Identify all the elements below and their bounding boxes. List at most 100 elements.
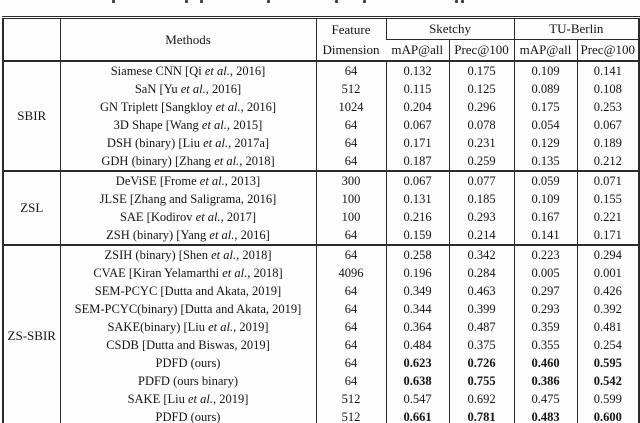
tu-berlin-prec-cell: 0.481 — [576, 318, 640, 336]
results-table: Methods Feature Dimension Sketchy TU-Ber… — [2, 16, 640, 423]
tu-berlin-prec-cell: 0.108 — [576, 80, 640, 98]
method-cell: GDH (binary) [Zhang et al., 2018] — [59, 152, 316, 171]
sketchy-prec-cell: 0.259 — [448, 152, 515, 171]
table-row: PDFD (ours) 512 0.661 0.781 0.483 0.600 — [3, 408, 640, 423]
table-row: SAKE [Liu et al., 2019] 512 0.547 0.692 0.47… — [3, 390, 640, 408]
sketchy-prec-cell: 0.342 — [448, 244, 515, 264]
feature-dimension-cell: 64 — [315, 116, 386, 134]
tu-berlin-map-cell: 0.475 — [513, 390, 578, 408]
tu-berlin-prec-cell: 0.600 — [576, 408, 640, 423]
table-row: PDFD (ours binary) 64 0.638 0.755 0.386 0.542 — [3, 372, 640, 390]
tu-berlin-map-cell: 0.054 — [513, 116, 578, 134]
table-row: SAE [Kodirov et al., 2017] 100 0.216 0.293 0… — [3, 208, 640, 226]
method-cell: PDFD (ours) — [59, 408, 316, 423]
method-cell: CVAE [Kiran Yelamarthi et al., 2018] — [59, 264, 316, 282]
sketchy-prec-cell: 0.726 — [448, 354, 515, 372]
feature-dimension-cell: 64 — [315, 336, 386, 354]
table-row: ZS-SBIR ZSIH (binary) [Shen et al., 2018]… — [3, 244, 640, 423]
method-cell: SAKE(binary) [Liu et al., 2019] — [59, 318, 316, 336]
feature-dimension-cell: 64 — [315, 61, 386, 80]
table-row: ZSH (binary) [Yang et al., 2016] 64 0.159 0… — [3, 226, 640, 245]
feature-dimension-cell: 64 — [315, 354, 386, 372]
feature-dimension-cell: 64 — [315, 372, 386, 390]
tu-berlin-map-cell: 0.109 — [513, 190, 578, 208]
method-cell: 3D Shape [Wang et al., 2015] — [59, 116, 316, 134]
sketchy-prec-cell: 0.781 — [448, 408, 515, 423]
tu-berlin-prec-cell: 0.212 — [576, 152, 640, 171]
sketchy-prec-cell: 0.487 — [448, 318, 515, 336]
table-row: SBIR Siamese CNN [Qi et al., 2016] 64 0.132… — [3, 61, 640, 123]
method-cell: JLSE [Zhang and Saligrama, 2016] — [59, 190, 316, 208]
feature-dimension-cell: 512 — [315, 408, 386, 423]
sketchy-map-cell: 0.349 — [385, 282, 449, 300]
tu-berlin-prec-cell: 0.426 — [576, 282, 640, 300]
method-cell: DSH (binary) [Liu et al., 2017a] — [59, 134, 316, 152]
sketchy-prec-cell: 0.463 — [448, 282, 515, 300]
sketchy-prec-cell: 0.399 — [448, 300, 515, 318]
sketchy-map-cell: 0.159 — [385, 226, 449, 245]
method-cell: PDFD (ours binary) — [59, 372, 316, 390]
sketchy-map-cell: 0.067 — [385, 170, 449, 190]
method-cell: SEM-PCYC(binary) [Dutta and Akata, 2019] — [59, 300, 316, 318]
tu-berlin-map-cell: 0.129 — [513, 134, 578, 152]
sketchy-map-cell: 0.131 — [385, 190, 449, 208]
feature-dimension-cell: 64 — [315, 134, 386, 152]
table-row: JLSE [Zhang and Saligrama, 2016] 100 0.131… — [3, 190, 640, 208]
cropped-caption-remnant — [0, 0, 640, 4]
feature-header-line2: Dimension — [322, 41, 380, 57]
sketchy-map-cell: 0.344 — [385, 300, 449, 318]
table-row: SAKE(binary) [Liu et al., 2019] 64 0.364 0.… — [3, 318, 640, 336]
tu-berlin-map-cell: 0.059 — [513, 170, 578, 190]
method-cell: SaN [Yu et al., 2016] — [59, 80, 316, 98]
tu-berlin-prec-cell: 0.071 — [576, 170, 640, 190]
sketchy-map-cell: 0.547 — [385, 390, 449, 408]
sketchy-map-cell: 0.204 — [385, 98, 449, 116]
sketchy-map-cell: 0.638 — [385, 372, 449, 390]
tu-berlin-prec-cell: 0.067 — [576, 116, 640, 134]
tu-berlin-map-cell: 0.141 — [513, 226, 578, 245]
feature-dimension-cell: 64 — [315, 282, 386, 300]
tu-berlin-map-cell: 0.483 — [513, 408, 578, 423]
table-row: PDFD (ours) 64 0.623 0.726 0.460 0.595 — [3, 354, 640, 372]
method-cell: GN Triplett [Sangkloy et al., 2016] — [59, 98, 316, 116]
method-cell: DeViSE [Frome et al., 2013] — [59, 170, 316, 190]
tu-berlin-prec-cell: 0.171 — [576, 226, 640, 245]
sketchy-map-cell: 0.623 — [385, 354, 449, 372]
sketchy-prec-cell: 0.293 — [448, 208, 515, 226]
tu-berlin-prec-cell: 0.221 — [576, 208, 640, 226]
tu-berlin-prec-cell: 0.542 — [576, 372, 640, 390]
tu-berlin-prec-cell: 0.189 — [576, 134, 640, 152]
sketchy-header: Sketchy — [385, 17, 515, 40]
sketchy-prec-cell: 0.755 — [448, 372, 515, 390]
method-cell: PDFD (ours) — [59, 354, 316, 372]
tu-berlin-prec-header: Prec@100 — [576, 39, 640, 61]
sketchy-map-cell: 0.258 — [385, 244, 449, 264]
feature-dimension-cell: 64 — [315, 300, 386, 318]
feature-dimension-cell: 64 — [315, 226, 386, 245]
table-row: CSDB [Dutta and Biswas, 2019] 64 0.484 0.37… — [3, 336, 640, 354]
sketchy-prec-cell: 0.214 — [448, 226, 515, 245]
sketchy-map-cell: 0.196 — [385, 264, 449, 282]
tu-berlin-map-cell: 0.359 — [513, 318, 578, 336]
tu-berlin-map-cell: 0.460 — [513, 354, 578, 372]
group-label: ZS-SBIR — [3, 244, 60, 423]
sketchy-map-cell: 0.132 — [385, 61, 449, 80]
sketchy-map-cell: 0.067 — [385, 116, 449, 134]
method-cell: SEM-PCYC [Dutta and Akata, 2019] — [59, 282, 316, 300]
group-label: ZSL — [3, 170, 60, 245]
tu-berlin-map-cell: 0.355 — [513, 336, 578, 354]
sketchy-map-cell: 0.661 — [385, 408, 449, 423]
feature-dimension-cell: 1024 — [315, 98, 386, 116]
sketchy-prec-cell: 0.125 — [448, 80, 515, 98]
table-row: GN Triplett [Sangkloy et al., 2016] 1024 0… — [3, 98, 640, 116]
tu-berlin-map-cell: 0.167 — [513, 208, 578, 226]
tu-berlin-prec-cell: 0.595 — [576, 354, 640, 372]
tu-berlin-prec-cell: 0.141 — [576, 61, 640, 80]
feature-dimension-cell: 4096 — [315, 264, 386, 282]
tu-berlin-map-cell: 0.175 — [513, 98, 578, 116]
tu-berlin-prec-cell: 0.392 — [576, 300, 640, 318]
sketchy-map-cell: 0.364 — [385, 318, 449, 336]
method-cell: ZSH (binary) [Yang et al., 2016] — [59, 226, 316, 245]
sketchy-map-header: mAP@all — [386, 39, 449, 61]
